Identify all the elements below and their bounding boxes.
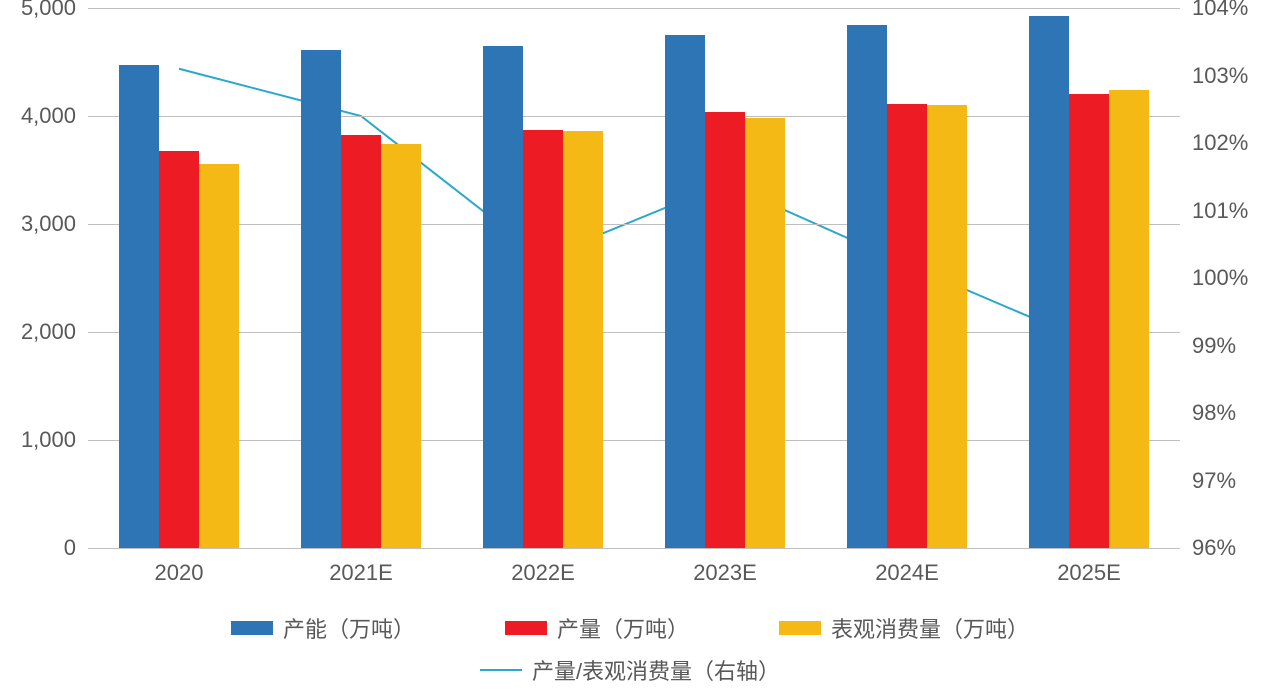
legend: 产能（万吨） 产量（万吨） 表观消费量（万吨） 产量/表观消费量（右轴） (230, 612, 1030, 686)
y-right-tick-label: 100% (1192, 265, 1248, 291)
y-left-tick-label: 0 (0, 535, 76, 561)
legend-label: 产量/表观消费量（右轴） (532, 654, 780, 686)
y-right-tick-label: 99% (1192, 333, 1236, 359)
bar-capacity (665, 35, 705, 548)
bar-capacity (847, 25, 887, 548)
legend-swatch (231, 621, 273, 635)
y-right-tick-label: 98% (1192, 400, 1236, 426)
legend-swatch (505, 621, 547, 635)
bar-capacity (483, 46, 523, 548)
legend-item-apparent: 表观消费量（万吨） (779, 612, 1029, 644)
x-tick-label: 2021E (329, 560, 393, 586)
y-left-tick-label: 1,000 (0, 427, 76, 453)
y-right-tick-label: 97% (1192, 468, 1236, 494)
y-left-tick-label: 3,000 (0, 211, 76, 237)
y-right-tick-label: 102% (1192, 130, 1248, 156)
gridline (88, 116, 1180, 117)
legend-item-capacity: 产能（万吨） (231, 612, 415, 644)
gridline (88, 8, 1180, 9)
bar-output (887, 104, 927, 548)
bar-output (341, 135, 381, 548)
legend-label: 产量（万吨） (557, 612, 689, 644)
bar-apparent (381, 144, 421, 548)
legend-swatch (779, 621, 821, 635)
bar-apparent (1109, 90, 1149, 548)
bar-capacity (119, 65, 159, 548)
bar-output (705, 112, 745, 548)
x-tick-label: 2022E (511, 560, 575, 586)
gridline (88, 224, 1180, 225)
bar-apparent (927, 105, 967, 548)
gridline (88, 548, 1180, 549)
legend-label: 表观消费量（万吨） (831, 612, 1029, 644)
gridline (88, 440, 1180, 441)
x-tick-label: 2025E (1057, 560, 1121, 586)
gridline (88, 332, 1180, 333)
bar-capacity (1029, 16, 1069, 548)
legend-item-output: 产量（万吨） (505, 612, 689, 644)
bar-apparent (563, 131, 603, 548)
y-right-tick-label: 101% (1192, 198, 1248, 224)
bar-apparent (199, 164, 239, 548)
y-right-tick-label: 103% (1192, 63, 1248, 89)
bar-apparent (745, 118, 785, 548)
line-series-svg (88, 8, 1180, 548)
y-right-tick-label: 96% (1192, 535, 1236, 561)
x-tick-label: 2023E (693, 560, 757, 586)
y-left-tick-label: 2,000 (0, 319, 76, 345)
y-right-tick-label: 104% (1192, 0, 1248, 21)
bar-output (1069, 94, 1109, 548)
legend-label: 产能（万吨） (283, 612, 415, 644)
y-left-tick-label: 4,000 (0, 103, 76, 129)
x-tick-label: 2020 (155, 560, 204, 586)
plot-area (88, 8, 1180, 548)
x-tick-label: 2024E (875, 560, 939, 586)
bar-output (159, 151, 199, 548)
y-left-tick-label: 5,000 (0, 0, 76, 21)
legend-item-ratio: 产量/表观消费量（右轴） (480, 654, 780, 686)
bar-output (523, 130, 563, 548)
bar-capacity (301, 50, 341, 548)
chart-container: 产能（万吨） 产量（万吨） 表观消费量（万吨） 产量/表观消费量（右轴） 0 1,000… (0, 0, 1280, 692)
legend-swatch (480, 669, 522, 671)
